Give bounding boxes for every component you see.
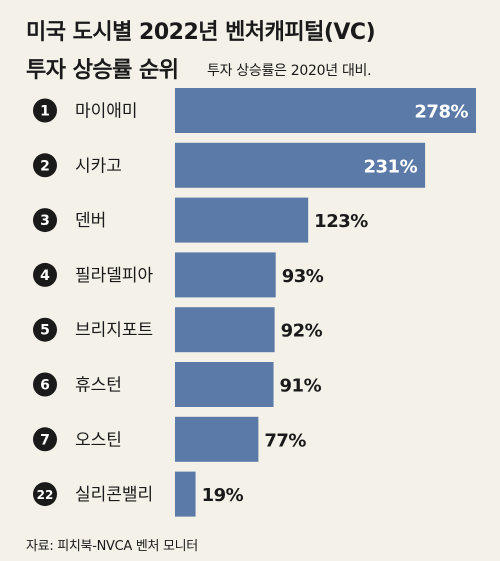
rank-badge	[33, 427, 57, 452]
bar	[175, 471, 196, 517]
bar	[175, 362, 274, 407]
rank-number: 22	[37, 488, 54, 502]
category-label: 브리지포트	[75, 321, 153, 341]
category-label: 오스틴	[75, 430, 122, 450]
rank-badge	[33, 98, 57, 123]
rank-number: 6	[40, 378, 50, 394]
category-label: 필라델피아	[75, 266, 154, 286]
value-label: 93%	[282, 266, 324, 287]
rank-badge	[33, 262, 57, 287]
rank-badge	[33, 317, 57, 342]
value-label: 91%	[280, 376, 322, 397]
category-label: 시카고	[75, 156, 122, 176]
value-label: 278%	[414, 102, 468, 123]
rank-badge	[33, 372, 57, 397]
bar	[175, 197, 309, 243]
value-label: 231%	[364, 156, 418, 177]
value-label: 19%	[202, 485, 244, 506]
chart-title: 미국 도시별 2022년 벤처캐피털(VC)	[26, 20, 376, 45]
rank-number: 5	[40, 323, 50, 339]
rank-number: 4	[40, 268, 50, 284]
category-label: 실리콘밸리	[75, 485, 153, 505]
chart-subtitle: 투자 상승률은 2020년 대비.	[207, 63, 372, 79]
rank-badge	[33, 153, 57, 178]
rank-number: 1	[40, 104, 50, 120]
rank-badge	[33, 482, 57, 507]
rank-badge	[33, 208, 57, 233]
rank-number: 2	[40, 158, 50, 174]
chart-title-line2: 투자 상승률 순위	[26, 58, 179, 83]
category-label: 휴스턴	[75, 376, 122, 396]
bar	[175, 142, 426, 188]
value-label: 92%	[281, 321, 323, 342]
bar	[175, 88, 476, 133]
category-label: 마이애미	[75, 102, 138, 122]
rank-number: 3	[40, 213, 50, 229]
rank-number: 7	[40, 432, 50, 448]
value-label: 123%	[314, 211, 368, 232]
value-label: 77%	[264, 430, 306, 451]
bar	[175, 252, 276, 298]
bar	[175, 416, 259, 462]
bar	[175, 307, 275, 353]
category-label: 덴버	[75, 211, 106, 231]
source-note: 자료: 피치북-NVCA 벤처 모니터	[26, 539, 198, 554]
